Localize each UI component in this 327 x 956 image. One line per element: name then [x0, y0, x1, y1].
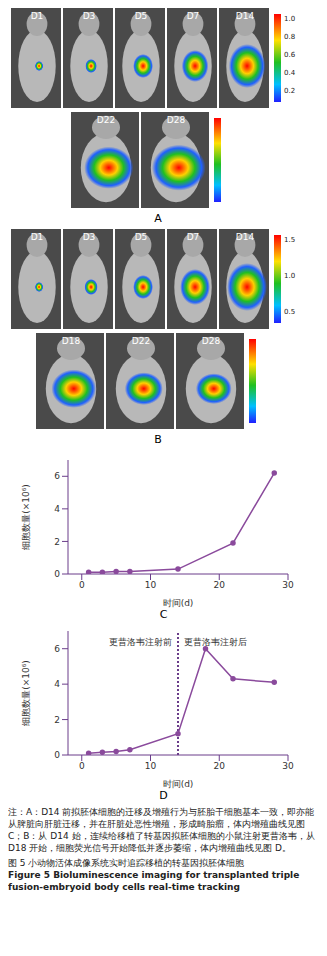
svg-text:1.5: 1.5 [284, 236, 295, 244]
svg-text:2: 2 [54, 537, 60, 547]
svg-text:D3: D3 [83, 11, 96, 21]
html-text:Figure 5 Bioluminescence imagi: Figure 5 Bioluminescence imaging for tra… [8, 870, 300, 892]
html-text:A: A [154, 212, 162, 225]
html-text:注：A：D14 前拟胚体细胞的迁移及增殖行为与胚胎干细胞基本: 注：A：D14 前拟胚体细胞的迁移及增殖行为与胚胎干细胞基本一致，即亦能从脾脏向… [8, 807, 315, 853]
svg-text:细胞数量(×10⁶): 细胞数量(×10⁶) [21, 484, 31, 550]
html-text:图 5 小动物活体成像系统实时追踪移植的转基因拟胚体细胞: 图 5 小动物活体成像系统实时追踪移植的转基因拟胚体细胞 [8, 858, 245, 868]
svg-text:D14: D14 [236, 11, 255, 21]
svg-text:D1: D1 [31, 232, 44, 242]
svg-text:D22: D22 [132, 336, 150, 346]
svg-text:10: 10 [145, 761, 157, 771]
svg-text:1.0: 1.0 [284, 272, 295, 280]
svg-text:D3: D3 [83, 232, 96, 242]
svg-text:4: 4 [54, 679, 60, 689]
svg-text:30: 30 [282, 761, 294, 771]
svg-text:0.2: 0.2 [284, 87, 295, 95]
svg-text:时间(d): 时间(d) [163, 598, 194, 608]
svg-text:0: 0 [54, 569, 60, 579]
svg-text:D1: D1 [31, 11, 44, 21]
svg-text:D14: D14 [236, 232, 255, 242]
svg-text:0.8: 0.8 [284, 33, 295, 41]
svg-text:10: 10 [145, 580, 157, 590]
svg-text:0.4: 0.4 [284, 69, 296, 77]
svg-text:20: 20 [214, 761, 226, 771]
svg-text:4: 4 [54, 504, 60, 514]
svg-text:6: 6 [54, 471, 60, 481]
svg-text:2: 2 [54, 715, 60, 725]
svg-text:1.0: 1.0 [284, 15, 295, 23]
html-text:C: C [159, 608, 168, 621]
svg-text:更昔洛韦注射前: 更昔洛韦注射前 [109, 637, 172, 647]
svg-text:D28: D28 [202, 336, 221, 346]
svg-text:0: 0 [79, 580, 85, 590]
svg-text:D18: D18 [62, 336, 81, 346]
svg-text:0.5: 0.5 [284, 308, 295, 316]
svg-text:更昔洛韦注射后: 更昔洛韦注射后 [184, 637, 247, 647]
svg-text:20: 20 [214, 580, 226, 590]
svg-text:时间(d): 时间(d) [163, 779, 194, 789]
svg-text:0: 0 [54, 750, 60, 760]
svg-text:D22: D22 [97, 115, 115, 125]
svg-text:D5: D5 [135, 232, 148, 242]
svg-text:0.6: 0.6 [284, 51, 296, 59]
svg-text:细胞数量(×10⁶): 细胞数量(×10⁶) [21, 660, 31, 726]
svg-text:30: 30 [282, 580, 294, 590]
html-text:D: D [159, 789, 168, 802]
svg-text:D28: D28 [167, 115, 186, 125]
svg-text:D7: D7 [187, 11, 200, 21]
svg-text:D7: D7 [187, 232, 200, 242]
svg-text:D5: D5 [135, 11, 148, 21]
svg-text:0: 0 [79, 761, 85, 771]
html-text:B: B [154, 433, 162, 446]
svg-text:6: 6 [54, 644, 60, 654]
